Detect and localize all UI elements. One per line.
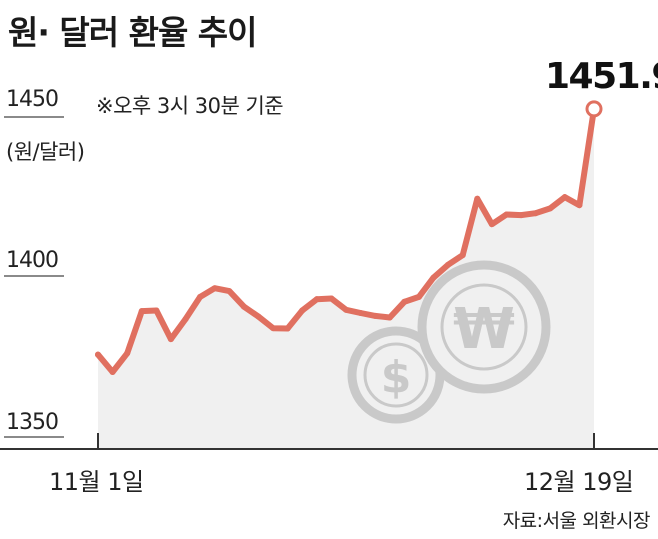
data-point bbox=[415, 293, 422, 300]
data-point bbox=[197, 293, 204, 300]
data-point bbox=[532, 210, 539, 217]
data-point bbox=[284, 325, 291, 332]
data-point bbox=[138, 308, 145, 315]
data-point bbox=[372, 312, 379, 319]
data-point bbox=[255, 313, 262, 320]
data-point bbox=[270, 325, 277, 332]
data-point bbox=[153, 307, 160, 314]
data-point bbox=[474, 195, 481, 202]
data-point bbox=[547, 205, 554, 212]
source-note: 자료:서울 외환시장 bbox=[502, 510, 651, 532]
last-value-label: 1451.9 bbox=[545, 56, 658, 97]
data-point bbox=[503, 211, 510, 218]
y-tick-label: 1350 bbox=[6, 410, 59, 435]
data-point bbox=[124, 350, 131, 357]
data-point bbox=[226, 288, 233, 295]
chart-title: 원· 달러 환율 추이 bbox=[8, 13, 258, 52]
chart-note: ※오후 3시 30분 기준 bbox=[96, 94, 284, 118]
y-tick-label: 1400 bbox=[6, 248, 59, 273]
won-coin-icon: ₩ bbox=[417, 260, 551, 394]
data-point bbox=[109, 368, 116, 375]
data-point bbox=[211, 285, 218, 292]
y-tick-label: 1450 bbox=[6, 87, 59, 112]
data-point bbox=[445, 261, 452, 268]
svg-text:$: $ bbox=[381, 352, 412, 403]
data-point bbox=[167, 336, 174, 343]
data-point bbox=[299, 307, 306, 314]
data-point bbox=[182, 316, 189, 323]
data-point bbox=[488, 221, 495, 228]
y-axis-unit-label: (원/달러) bbox=[6, 140, 85, 164]
data-point bbox=[95, 351, 101, 358]
last-point-marker bbox=[585, 100, 603, 118]
data-point bbox=[401, 298, 408, 305]
data-point bbox=[518, 212, 525, 219]
data-point bbox=[576, 202, 583, 209]
data-point bbox=[459, 252, 466, 259]
data-point bbox=[561, 194, 568, 201]
svg-text:₩: ₩ bbox=[453, 297, 515, 362]
data-point bbox=[357, 310, 364, 317]
data-point bbox=[343, 306, 349, 313]
data-point bbox=[313, 296, 320, 303]
data-point bbox=[328, 295, 335, 302]
x-tick-label-end: 12월 19일 bbox=[524, 468, 634, 496]
data-point bbox=[240, 303, 247, 310]
data-point bbox=[386, 314, 393, 321]
x-tick-label-start: 11월 1일 bbox=[49, 468, 144, 496]
data-point bbox=[430, 274, 437, 281]
